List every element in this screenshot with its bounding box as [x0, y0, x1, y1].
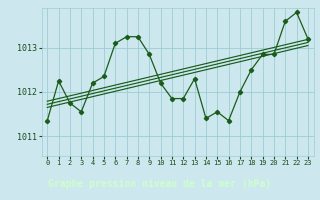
- Text: Graphe pression niveau de la mer (hPa): Graphe pression niveau de la mer (hPa): [48, 179, 272, 189]
